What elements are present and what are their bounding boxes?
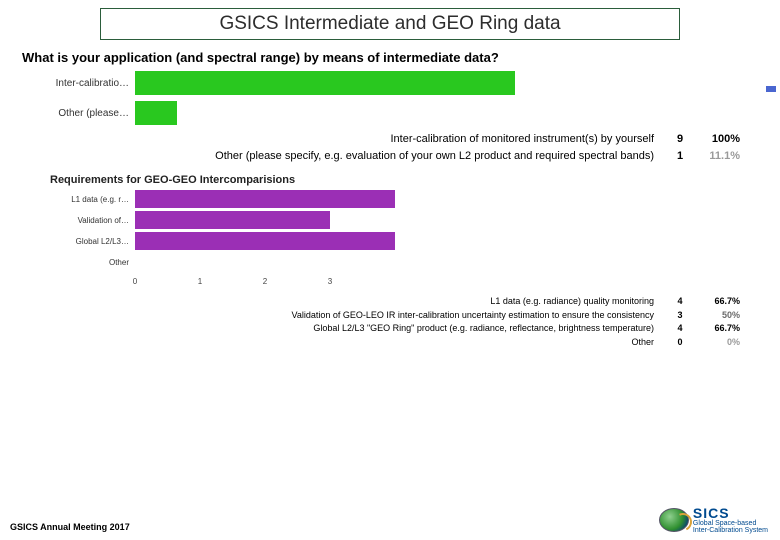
chart1-question: What is your application (and spectral r… [22,50,760,65]
table-row: Other (please specify, e.g. evaluation o… [20,148,740,165]
chart-bar-row: Other [50,253,760,271]
table-row-pct: 0% [692,336,740,350]
chart-bar-row: Other (please… [40,101,760,125]
table-row-count: 9 [668,131,692,148]
table-row-label: Other [631,336,668,350]
chart2-axis: 0 1 2 3 [135,277,760,291]
chart-bar [135,190,395,208]
table-row-label: Other (please specify, e.g. evaluation o… [215,148,668,165]
logo-brand: SICS [693,506,768,520]
slide: GSICS Intermediate and GEO Ring data Wha… [0,0,780,540]
logo-line2: Inter-Calibration System [693,527,768,534]
chart-bar-row: Inter-calibratio… [40,71,760,95]
table-row: Inter-calibration of monitored instrumen… [20,131,740,148]
table-row-pct: 100% [692,131,740,148]
chart1: Inter-calibratio… Other (please… [40,71,760,125]
chart-bar-track [135,190,395,208]
chart-bar [135,232,395,250]
table-row-count: 0 [668,336,692,350]
chart2-table: L1 data (e.g. radiance) quality monitori… [20,295,740,349]
chart-bar [135,101,177,125]
table-row-pct: 66.7% [692,322,740,336]
chart-bar-track [135,232,395,250]
table-row-label: Validation of GEO-LEO IR inter-calibrati… [291,309,668,323]
table-row-pct: 66.7% [692,295,740,309]
chart2: L1 data (e.g. r… Validation of… Global L2/… [50,190,760,271]
chart1-table: Inter-calibration of monitored instrumen… [20,131,740,164]
logo-text: SICS Global Space-based Inter-Calibratio… [693,506,768,534]
legend-swatch [766,86,776,92]
table-row-pct: 11.1% [692,148,740,165]
chart-bar [135,71,515,95]
logo-line1: Global Space-based [693,520,768,527]
chart-bar [135,211,330,229]
page-title: GSICS Intermediate and GEO Ring data [219,13,560,34]
title-banner: GSICS Intermediate and GEO Ring data [100,8,680,40]
chart-bar-row: Validation of… [50,211,760,229]
chart-bar-row: Global L2/L3… [50,232,760,250]
chart-bar-label: Global L2/L3… [50,237,135,246]
chart-bar-track [135,211,395,229]
globe-icon [659,508,689,532]
axis-tick: 1 [198,277,202,286]
table-row-count: 3 [668,309,692,323]
table-row: L1 data (e.g. radiance) quality monitori… [20,295,740,309]
axis-tick: 3 [328,277,332,286]
table-row: Global L2/L3 "GEO Ring" product (e.g. ra… [20,322,740,336]
gsics-logo: SICS Global Space-based Inter-Calibratio… [659,506,768,534]
footer-text: GSICS Annual Meeting 2017 [10,522,130,532]
chart-bar-label: Inter-calibratio… [40,78,135,89]
chart2-heading: Requirements for GEO-GEO Intercomparisio… [50,174,760,186]
table-row-count: 1 [668,148,692,165]
table-row-label: Inter-calibration of monitored instrumen… [391,131,669,148]
table-row-count: 4 [668,322,692,336]
axis-tick: 0 [133,277,137,286]
chart-bar-label: Other (please… [40,108,135,119]
axis-tick: 2 [263,277,267,286]
chart-bar-track [135,253,395,271]
chart-bar-label: Validation of… [50,216,135,225]
table-row: Validation of GEO-LEO IR inter-calibrati… [20,309,740,323]
chart-bar-track [135,101,515,125]
table-row-pct: 50% [692,309,740,323]
chart-bar-row: L1 data (e.g. r… [50,190,760,208]
table-row-count: 4 [668,295,692,309]
table-row: Other00% [20,336,740,350]
chart-bar-label: Other [50,258,135,267]
table-row-label: L1 data (e.g. radiance) quality monitori… [490,295,668,309]
table-row-label: Global L2/L3 "GEO Ring" product (e.g. ra… [313,322,668,336]
chart-bar-label: L1 data (e.g. r… [50,195,135,204]
chart-bar-track [135,71,515,95]
